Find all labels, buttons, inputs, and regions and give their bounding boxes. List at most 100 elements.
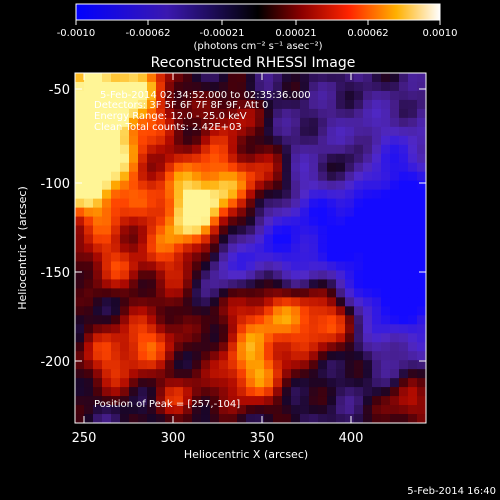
image-pixel: [291, 144, 301, 155]
image-pixel: [75, 216, 85, 226]
image-pixel: [228, 234, 238, 244]
image-pixel: [291, 207, 301, 217]
image-pixel: [282, 288, 292, 298]
image-pixel: [381, 360, 391, 370]
image-pixel: [192, 387, 202, 397]
image-pixel: [327, 351, 337, 361]
image-pixel: [201, 396, 211, 406]
image-pixel: [264, 117, 274, 128]
image-pixel: [228, 288, 238, 298]
image-pixel: [291, 108, 301, 119]
image-pixel: [327, 207, 337, 217]
image-pixel: [291, 234, 301, 244]
image-pixel: [84, 360, 94, 370]
image-pixel: [390, 81, 400, 92]
image-pixel: [318, 117, 328, 128]
image-pixel: [336, 234, 346, 244]
image-pixel: [345, 99, 355, 110]
image-pixel: [156, 270, 166, 280]
image-pixel: [147, 387, 157, 397]
image-pixel: [246, 288, 256, 298]
image-pixel: [399, 90, 409, 101]
image-pixel: [318, 243, 328, 253]
image-pixel: [183, 261, 193, 271]
image-pixel: [174, 342, 184, 352]
image-pixel: [363, 414, 373, 424]
image-pixel: [372, 279, 382, 289]
image-pixel: [282, 117, 292, 128]
image-pixel: [282, 243, 292, 253]
image-pixel: [408, 198, 418, 209]
image-pixel: [399, 369, 409, 379]
annotation-clean: Clean Total counts: 2.42E+03: [94, 122, 242, 133]
image-pixel: [156, 73, 166, 83]
image-pixel: [327, 216, 337, 226]
image-pixel: [111, 234, 121, 244]
image-pixel: [228, 243, 238, 253]
image-pixel: [327, 73, 337, 83]
image-pixel: [165, 270, 175, 280]
image-pixel: [417, 99, 427, 110]
image-pixel: [309, 378, 319, 388]
image-pixel: [363, 90, 373, 101]
image-pixel: [102, 279, 112, 289]
image-pixel: [390, 162, 400, 173]
image-pixel: [354, 243, 364, 253]
image-pixel: [201, 315, 211, 325]
image-pixel: [354, 252, 364, 262]
image-pixel: [219, 171, 229, 182]
image-pixel: [201, 234, 211, 244]
image-pixel: [291, 351, 301, 361]
image-pixel: [246, 73, 256, 83]
image-pixel: [282, 144, 292, 155]
image-pixel: [246, 261, 256, 271]
image-pixel: [381, 342, 391, 352]
image-pixel: [399, 351, 409, 361]
image-pixel: [138, 279, 148, 289]
image-pixel: [399, 73, 409, 83]
image-pixel: [237, 351, 247, 361]
image-pixel: [327, 369, 337, 379]
image-pixel: [165, 81, 175, 92]
image-pixel: [228, 126, 238, 137]
image-pixel: [93, 252, 103, 262]
image-pixel: [111, 324, 121, 334]
image-pixel: [354, 324, 364, 334]
image-pixel: [183, 360, 193, 370]
image-pixel: [75, 198, 85, 209]
image-pixel: [336, 207, 346, 217]
image-pixel: [237, 360, 247, 370]
image-pixel: [228, 261, 238, 271]
image-pixel: [120, 198, 130, 209]
image-pixel: [282, 180, 292, 191]
image-pixel: [156, 99, 166, 110]
image-pixel: [102, 351, 112, 361]
image-pixel: [372, 252, 382, 262]
image-pixel: [408, 405, 418, 415]
image-pixel: [192, 108, 202, 119]
image-pixel: [192, 216, 202, 226]
image-pixel: [264, 126, 274, 137]
image-pixel: [264, 270, 274, 280]
image-pixel: [264, 243, 274, 253]
image-pixel: [120, 144, 130, 155]
image-pixel: [210, 135, 220, 146]
image-pixel: [156, 171, 166, 182]
image-pixel: [138, 135, 148, 146]
image-pixel: [381, 153, 391, 164]
image-pixel: [327, 297, 337, 307]
image-pixel: [309, 81, 319, 92]
image-pixel: [201, 405, 211, 415]
image-pixel: [327, 90, 337, 101]
image-pixel: [345, 234, 355, 244]
image-pixel: [75, 270, 85, 280]
image-pixel: [399, 414, 409, 424]
image-pixel: [282, 135, 292, 146]
image-pixel: [210, 324, 220, 334]
image-pixel: [372, 342, 382, 352]
image-pixel: [300, 108, 310, 119]
image-pixel: [417, 144, 427, 155]
image-pixel: [84, 225, 94, 235]
image-pixel: [75, 108, 85, 119]
image-pixel: [156, 207, 166, 217]
